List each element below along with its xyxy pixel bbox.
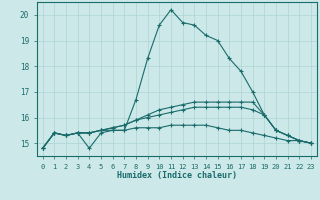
X-axis label: Humidex (Indice chaleur): Humidex (Indice chaleur) <box>117 171 237 180</box>
